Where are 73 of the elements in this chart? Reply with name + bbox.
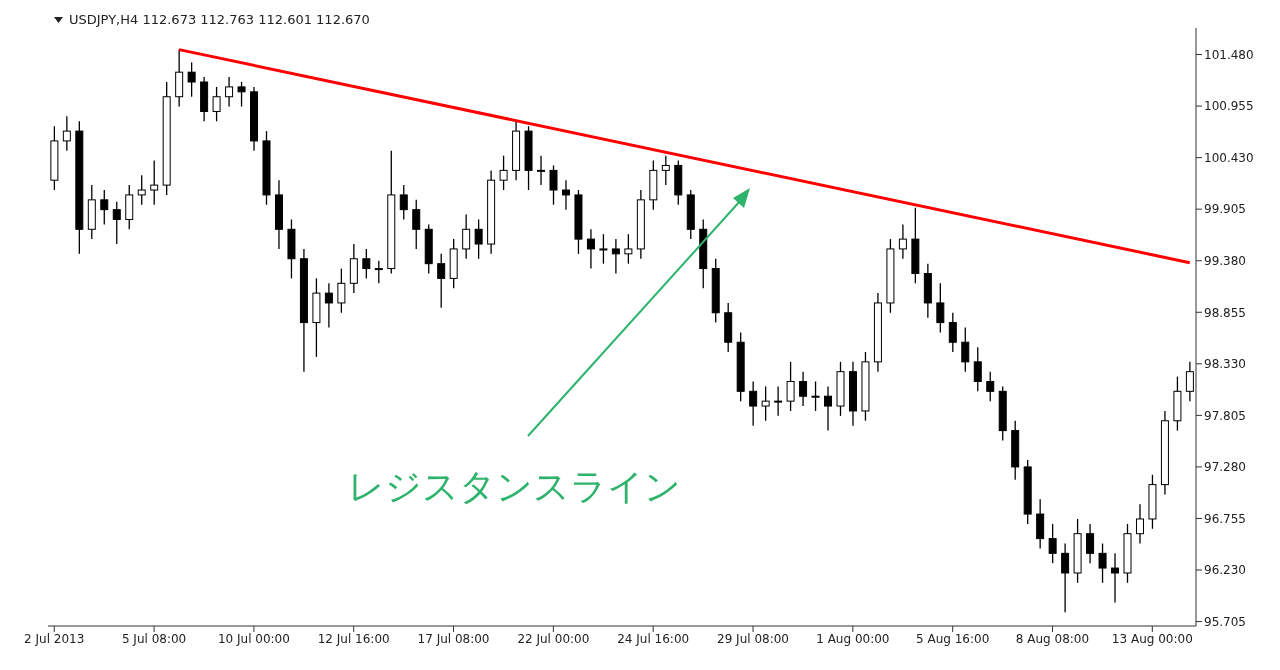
candlestick	[774, 385, 783, 417]
candlestick	[611, 238, 620, 275]
candlestick	[462, 213, 471, 260]
x-tick-label: 2 Jul 2013	[24, 631, 85, 646]
candlestick	[1135, 503, 1144, 545]
candlestick	[112, 201, 121, 245]
x-tick-label: 1 Aug 00:00	[816, 631, 890, 646]
candlestick	[474, 218, 483, 260]
candlestick	[749, 380, 758, 427]
candlestick	[237, 81, 246, 108]
candlestick	[1098, 542, 1107, 584]
annotation: レジスタンスライン	[348, 465, 681, 509]
candlestick	[586, 228, 595, 270]
candlestick	[412, 199, 421, 250]
candlestick	[1061, 542, 1070, 613]
x-tick-label: 13 Aug 00:00	[1111, 631, 1193, 646]
candlestick	[537, 155, 546, 186]
candlestick	[137, 174, 146, 206]
candlestick	[898, 223, 907, 260]
candlestick	[437, 253, 446, 309]
x-tick-label: 8 Aug 08:00	[1015, 631, 1090, 646]
y-tick-label: 95.705	[1204, 614, 1246, 629]
candlestick	[961, 326, 970, 373]
candlestick	[549, 164, 558, 206]
candlestick	[324, 282, 333, 329]
y-tick-label: 98.855	[1204, 305, 1246, 320]
candlestick	[799, 371, 808, 407]
candlestick	[561, 179, 570, 211]
y-tick-label: 96.755	[1204, 511, 1246, 526]
y-tick-label: 100.955	[1204, 99, 1254, 114]
candlestick	[986, 371, 995, 402]
y-tick-label: 101.480	[1204, 47, 1254, 62]
y-tick-label: 100.430	[1204, 150, 1254, 165]
candlestick	[62, 115, 71, 152]
candlestick	[661, 155, 670, 186]
x-tick-label: 10 Jul 00:00	[217, 631, 290, 646]
x-tick-label: 17 Jul 08:00	[417, 631, 490, 646]
y-tick-label: 98.330	[1204, 357, 1246, 372]
candlestick	[100, 189, 109, 226]
candlestick	[399, 184, 408, 221]
x-tick-label: 5 Aug 16:00	[916, 631, 990, 646]
y-tick-label: 97.280	[1204, 460, 1246, 475]
candlestick	[499, 155, 508, 191]
y-tick-label: 99.380	[1204, 253, 1246, 268]
x-tick-label: 22 Jul 00:00	[517, 631, 590, 646]
candlestick	[948, 312, 957, 353]
candlestick	[1185, 361, 1194, 402]
y-tick-label: 99.905	[1204, 202, 1246, 217]
y-tick-label: 97.805	[1204, 408, 1246, 423]
candlestick	[973, 346, 982, 392]
candlestick	[212, 86, 221, 122]
candlestick	[150, 159, 159, 206]
x-tick-label: 5 Jul 08:00	[121, 631, 187, 646]
candlestick	[187, 61, 196, 98]
x-tick-label: 24 Jul 16:00	[617, 631, 690, 646]
candlestick	[1048, 523, 1057, 564]
x-tick-label: 29 Jul 08:00	[717, 631, 790, 646]
x-tick-label: 12 Jul 16:00	[317, 631, 390, 646]
candlestick	[1111, 552, 1120, 604]
candlestick	[362, 248, 371, 280]
candlestick	[786, 361, 795, 412]
candlestick	[811, 380, 820, 412]
candlestick	[824, 385, 833, 432]
chart-title: USDJPY,H4 112.673 112.763 112.601 112.670	[69, 12, 370, 27]
y-tick-label: 96.230	[1204, 563, 1246, 578]
candlestick	[225, 76, 234, 108]
candlestick	[1086, 523, 1095, 564]
candlestick	[624, 233, 633, 265]
candlestick	[337, 267, 346, 314]
candlestick	[761, 385, 770, 422]
candlestick	[374, 260, 383, 284]
candlestick	[599, 233, 608, 265]
candlestick	[936, 282, 945, 334]
